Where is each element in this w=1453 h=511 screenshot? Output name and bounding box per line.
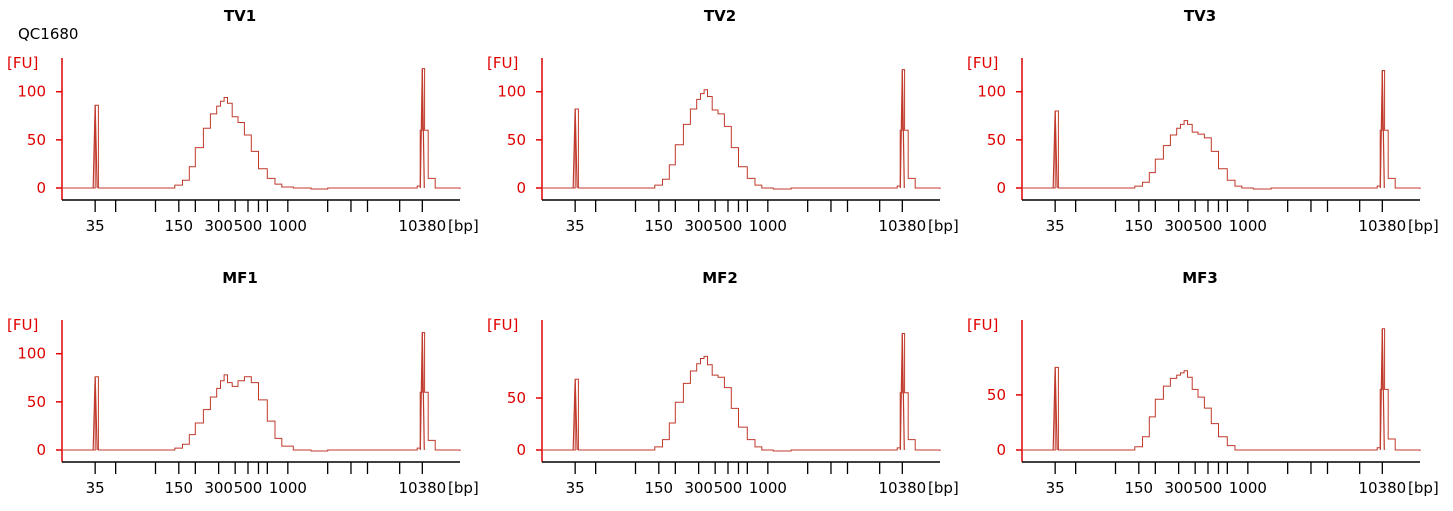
y-tick-label: 50 <box>507 131 526 149</box>
lower-marker-peak <box>572 109 578 189</box>
y-tick-label: 0 <box>516 441 526 459</box>
y-tick-label: 50 <box>507 389 526 407</box>
x-tick-label: 500 <box>1194 479 1223 497</box>
panel-mf2: MF2 [FU] 0 50 35 150 300 500 1000 10380 [bp] <box>487 269 959 497</box>
x-tick-label: 35 <box>1046 217 1065 235</box>
y-tick-label: 50 <box>987 386 1006 404</box>
x-tick-label: 300 <box>1164 479 1193 497</box>
x-tick-label: 1000 <box>749 217 787 235</box>
y-tick-label: 0 <box>996 441 1006 459</box>
x-tick-label: 300 <box>1164 217 1193 235</box>
panel-title: MF3 <box>1182 269 1218 287</box>
y-axis-label: [FU] <box>487 54 518 72</box>
panel-title: TV3 <box>1184 7 1216 25</box>
x-tick-label: 500 <box>714 217 743 235</box>
lower-marker-peak <box>1052 367 1058 451</box>
panel-tv2: TV2 [FU] 0 50 100 35 150 300 500 1000 10380 [bp] <box>487 7 959 235</box>
x-tick-label: 1000 <box>749 479 787 497</box>
y-tick-label: 0 <box>36 441 46 459</box>
x-axis-label: [bp] <box>928 217 959 235</box>
x-axis-label: [bp] <box>928 479 959 497</box>
trace-line <box>63 68 461 190</box>
x-tick-label: 150 <box>644 479 673 497</box>
y-tick-label: 100 <box>17 83 46 101</box>
y-axis-label: [FU] <box>967 316 998 334</box>
x-tick-label: 150 <box>644 217 673 235</box>
x-tick-label: 300 <box>684 479 713 497</box>
x-tick-label: 300 <box>684 217 713 235</box>
y-tick-label: 50 <box>987 131 1006 149</box>
x-tick-label: 500 <box>234 217 263 235</box>
x-tick-label: 500 <box>234 479 263 497</box>
x-tick-label: 10380 <box>878 479 926 497</box>
x-tick-label: 150 <box>164 479 193 497</box>
lower-marker-peak <box>1052 110 1058 189</box>
x-tick-label: 35 <box>566 217 585 235</box>
trace-line <box>1023 328 1421 452</box>
x-tick-label: 35 <box>566 479 585 497</box>
upper-marker-peak <box>1379 70 1385 189</box>
x-tick-label: 1000 <box>1229 479 1267 497</box>
sample-id-label: QC1680 <box>18 25 79 43</box>
y-tick-label: 0 <box>516 179 526 197</box>
x-tick-label: 1000 <box>1229 217 1267 235</box>
panel-mf3: MF3 [FU] 0 50 35 150 300 500 1000 10380 [bp] <box>967 269 1439 497</box>
x-tick-label: 300 <box>204 217 233 235</box>
upper-marker-peak <box>899 69 905 189</box>
x-tick-label: 300 <box>204 479 233 497</box>
x-tick-label: 1000 <box>269 217 307 235</box>
trace-line <box>543 333 941 452</box>
lower-marker-peak <box>572 379 578 451</box>
x-tick-label: 500 <box>714 479 743 497</box>
trace-line <box>543 69 941 190</box>
panel-title: MF1 <box>222 269 258 287</box>
lower-marker-peak <box>92 376 98 451</box>
x-tick-label: 150 <box>164 217 193 235</box>
panel-tv3: TV3 [FU] 0 50 100 35 150 300 500 1000 10380 [bp] <box>967 7 1439 235</box>
y-tick-label: 50 <box>27 393 46 411</box>
y-axis-label: [FU] <box>7 54 38 72</box>
x-tick-label: 150 <box>1124 217 1153 235</box>
upper-marker-peak <box>1379 328 1385 451</box>
panel-title: TV2 <box>704 7 736 25</box>
y-axis-label: [FU] <box>7 316 38 334</box>
trace-line <box>63 332 461 452</box>
x-tick-label: 35 <box>86 479 105 497</box>
y-tick-label: 100 <box>497 83 526 101</box>
y-axis-label: [FU] <box>487 316 518 334</box>
y-tick-label: 0 <box>996 179 1006 197</box>
x-tick-label: 10380 <box>1358 479 1406 497</box>
x-tick-label: 35 <box>1046 479 1065 497</box>
x-tick-label: 10380 <box>398 217 446 235</box>
x-tick-label: 1000 <box>269 479 307 497</box>
x-tick-label: 10380 <box>1358 217 1406 235</box>
y-tick-label: 100 <box>17 345 46 363</box>
panel-tv1: TV1 [FU] 0 50 100 35 150 300 500 1000 10380 [bp] <box>7 7 479 235</box>
y-tick-label: 0 <box>36 179 46 197</box>
y-axis-label: [FU] <box>967 54 998 72</box>
y-tick-label: 50 <box>27 131 46 149</box>
upper-marker-peak <box>899 333 905 451</box>
panel-title: MF2 <box>702 269 738 287</box>
y-tick-label: 100 <box>977 83 1006 101</box>
x-axis-label: [bp] <box>448 479 479 497</box>
x-tick-label: 35 <box>86 217 105 235</box>
panel-title: TV1 <box>224 7 256 25</box>
x-axis-label: [bp] <box>1408 217 1439 235</box>
upper-marker-peak <box>419 68 425 189</box>
x-tick-label: 10380 <box>398 479 446 497</box>
x-axis-label: [bp] <box>448 217 479 235</box>
upper-marker-peak <box>419 332 425 451</box>
trace-line <box>1023 70 1421 190</box>
x-tick-label: 10380 <box>878 217 926 235</box>
x-tick-label: 500 <box>1194 217 1223 235</box>
lower-marker-peak <box>92 105 98 189</box>
panel-mf1: MF1 [FU] 0 50 100 35 150 300 500 1000 10380 [bp] <box>7 269 479 497</box>
x-tick-label: 150 <box>1124 479 1153 497</box>
x-axis-label: [bp] <box>1408 479 1439 497</box>
